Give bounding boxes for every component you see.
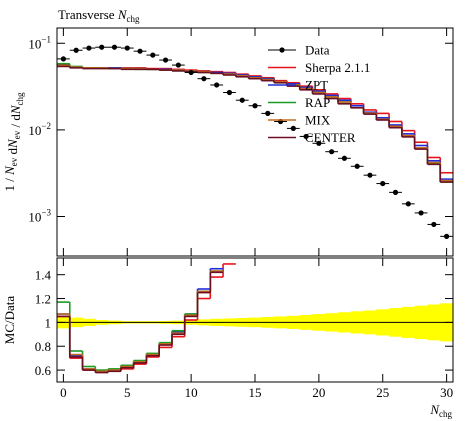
legend-label: Sherpa 2.1.1	[305, 60, 370, 75]
x-tick-label: 30	[440, 385, 453, 400]
data-point	[137, 48, 143, 54]
x-tick-label: 15	[249, 385, 262, 400]
x-tick-label: 10	[185, 385, 198, 400]
data-point	[392, 189, 399, 195]
data-point	[329, 149, 335, 155]
chart-title: Transverse Nchg	[58, 7, 140, 24]
legend-label: CENTER	[305, 130, 356, 145]
data-point	[175, 62, 181, 68]
data-point	[290, 125, 296, 132]
y-tick-label: 0.6	[35, 363, 52, 378]
subscript: chg	[127, 14, 140, 24]
data-point	[226, 89, 233, 96]
italic-part: N	[5, 138, 20, 149]
subscript: ev	[9, 157, 19, 166]
italic-part: N	[8, 104, 23, 115]
tick-exp: −1	[41, 34, 51, 44]
plot-area	[57, 263, 453, 374]
data-point	[444, 233, 450, 239]
legend-label: RAP	[305, 95, 330, 110]
panel-frame	[56, 27, 454, 257]
data-point	[124, 45, 130, 51]
y-tick-label: 10−2	[28, 121, 51, 138]
data-point	[188, 69, 194, 76]
data-point	[303, 133, 309, 140]
y-tick-label: 1.4	[35, 268, 52, 283]
x-tick-label: 5	[124, 385, 131, 400]
data-point	[162, 57, 169, 63]
plot-area	[57, 44, 453, 239]
x-tick-label: 0	[60, 385, 67, 400]
data-point	[316, 140, 322, 146]
tick-base: 10	[28, 210, 41, 225]
y-tick-label: 0.8	[35, 339, 51, 354]
subscript: ev	[12, 130, 22, 139]
data-point	[380, 180, 386, 187]
legend-label: Data	[305, 43, 330, 58]
data-point	[99, 44, 105, 50]
data-point	[367, 172, 373, 178]
data-point	[214, 82, 220, 88]
tick-exp: −2	[41, 121, 51, 131]
italic-part: N	[117, 7, 128, 22]
y-axis-label: 1 / Nev dNev / dNchg	[2, 92, 25, 192]
legend-marker	[279, 47, 285, 53]
data-point	[431, 221, 437, 228]
data-point	[252, 103, 258, 109]
y-tick-label: 1.2	[35, 292, 51, 307]
text-part: d	[5, 147, 20, 157]
data-point	[341, 155, 348, 161]
legend-label: MIX	[305, 113, 331, 128]
data-point	[354, 163, 360, 169]
x-axis-label: Nchg	[429, 402, 452, 419]
legend-label: ZPT	[305, 78, 328, 93]
data-point	[418, 210, 424, 216]
y-tick-label: 10−3	[28, 208, 51, 225]
data-point	[201, 76, 207, 82]
data-point	[73, 47, 79, 53]
text-part: MC/Data	[2, 296, 17, 345]
x-tick-label: 20	[312, 385, 325, 400]
tick-exp: −3	[41, 208, 51, 218]
data-point	[405, 201, 411, 207]
data-point	[111, 44, 118, 50]
y-tick-label: 1	[45, 315, 52, 330]
subscript: chg	[15, 92, 25, 105]
subscript: chg	[439, 409, 452, 419]
text-part: 1 /	[2, 175, 17, 192]
text-part: / d	[8, 114, 23, 131]
x-tick-label: 25	[376, 385, 389, 400]
data-point	[150, 52, 156, 58]
ratio-axis-label: MC/Data	[2, 296, 17, 345]
data-point	[239, 97, 245, 103]
italic-part: N	[429, 402, 440, 417]
text-part: Transverse	[58, 7, 118, 22]
italic-part: N	[2, 165, 17, 176]
tick-base: 10	[28, 36, 41, 51]
tick-base: 10	[28, 123, 41, 138]
y-tick-label: 10−1	[28, 34, 51, 51]
data-point	[86, 45, 92, 51]
data-point	[60, 56, 66, 62]
data-point	[265, 110, 271, 116]
